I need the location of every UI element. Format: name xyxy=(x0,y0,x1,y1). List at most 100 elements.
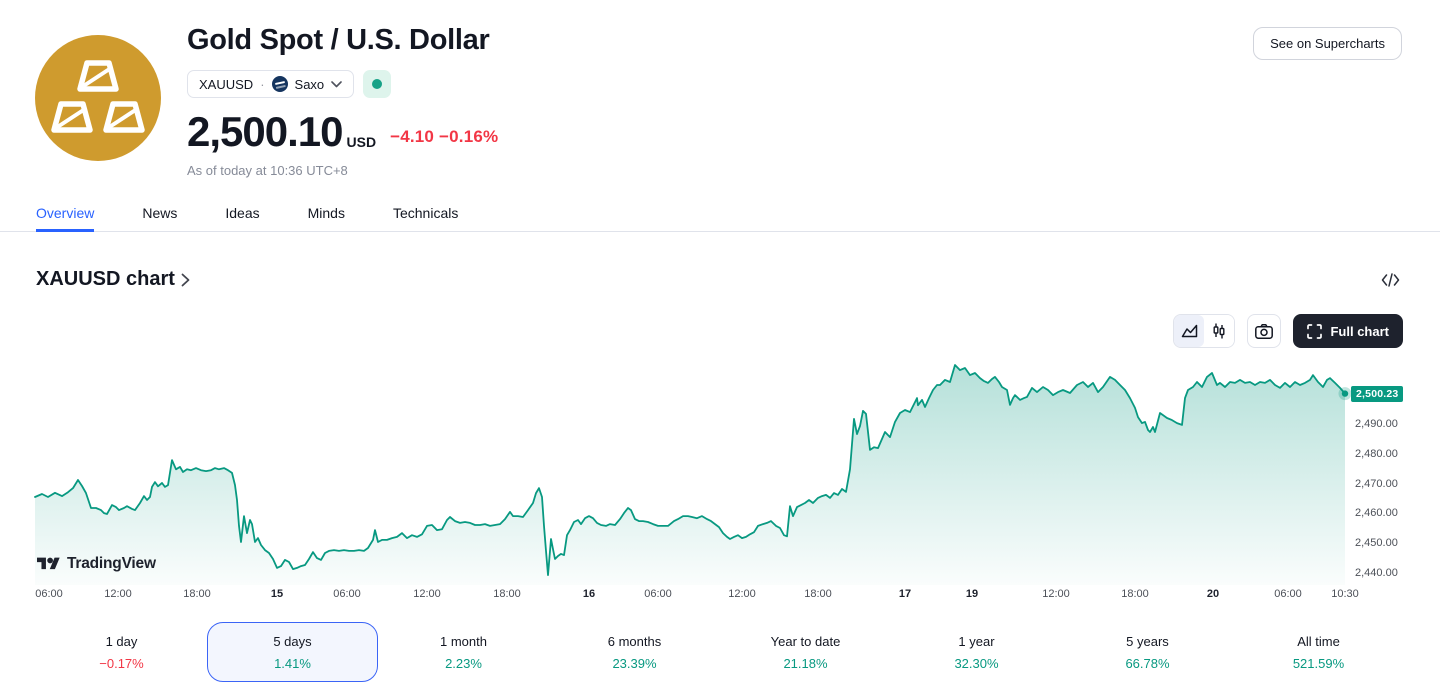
x-axis-label: 06:00 xyxy=(644,588,672,600)
camera-icon xyxy=(1255,323,1274,339)
range-change-percent: 21.18% xyxy=(783,655,828,671)
tab-technicals[interactable]: Technicals xyxy=(392,205,459,221)
embed-code-button[interactable] xyxy=(1379,271,1402,289)
area-fill xyxy=(35,365,1345,585)
exchange-label: Saxo xyxy=(294,76,325,92)
change-percent: −0.16% xyxy=(439,127,499,146)
x-axis-label: 18:00 xyxy=(1121,588,1149,600)
x-axis-label: 19 xyxy=(965,588,979,600)
currency-label: USD xyxy=(346,134,377,150)
symbol-label: XAUUSD xyxy=(199,76,254,92)
x-axis-label: 15 xyxy=(270,588,284,600)
full-chart-label: Full chart xyxy=(1330,323,1389,339)
x-axis-label: 12:00 xyxy=(728,588,756,600)
full-chart-button[interactable]: Full chart xyxy=(1293,314,1403,348)
last-price: 2,500.10 xyxy=(187,108,343,155)
range-label: 5 years xyxy=(1126,633,1169,649)
range-change-percent: 32.30% xyxy=(954,655,999,671)
snapshot-button[interactable] xyxy=(1247,314,1282,348)
x-axis-label: 10:30 xyxy=(1331,588,1359,600)
range-button-year-to-date[interactable]: Year to date 21.18% xyxy=(720,622,891,682)
y-axis-label: 2,480.00 xyxy=(1355,448,1398,460)
gold-bars-icon xyxy=(35,35,161,161)
x-axis-label: 06:00 xyxy=(333,588,361,600)
range-button-1-year[interactable]: 1 year 32.30% xyxy=(891,622,1062,682)
price-line xyxy=(34,364,1346,576)
price-chart[interactable]: 2,490.00 2,480.00 2,470.00 2,460.00 2,450.00… xyxy=(0,355,1440,605)
range-label: 1 year xyxy=(958,633,995,649)
tradingview-attribution-label: TradingView xyxy=(67,555,156,572)
y-axis-label: 2,450.00 xyxy=(1355,537,1398,549)
range-button-6-months[interactable]: 6 months 23.39% xyxy=(549,622,720,682)
y-axis-label: 2,460.00 xyxy=(1355,507,1398,519)
tab-news[interactable]: News xyxy=(142,205,178,221)
tab-ideas[interactable]: Ideas xyxy=(225,205,260,221)
range-label: All time xyxy=(1297,633,1340,649)
tradingview-attribution[interactable]: TradingView xyxy=(37,555,156,573)
range-label: 6 months xyxy=(607,633,662,649)
x-axis-label: 18:00 xyxy=(804,588,832,600)
range-button-1-month[interactable]: 1 month 2.23% xyxy=(378,622,549,682)
price-change: −4.10 −0.16% xyxy=(390,127,498,147)
chart-section-head: XAUUSD chart xyxy=(36,268,1402,291)
range-selector: 1 day −0.17% 5 days 1.41% 1 month 2.23% 6 mont… xyxy=(36,622,1404,682)
tab-overview[interactable]: Overview xyxy=(36,197,95,232)
chevron-down-icon xyxy=(331,80,342,87)
chart-section-title: XAUUSD chart xyxy=(36,268,175,290)
chart-toolbar: Full chart xyxy=(1173,314,1403,348)
range-label: 5 days xyxy=(273,633,312,649)
chart-section-link[interactable]: XAUUSD chart xyxy=(36,268,190,291)
range-change-percent: 23.39% xyxy=(612,655,657,671)
change-absolute: −4.10 xyxy=(390,127,435,146)
x-axis-label: 06:00 xyxy=(1274,588,1302,600)
tab-minds[interactable]: Minds xyxy=(307,205,345,221)
area-chart-icon xyxy=(1181,324,1198,338)
candles-icon xyxy=(1213,323,1225,339)
y-axis-label: 2,490.00 xyxy=(1355,418,1398,430)
range-change-percent: 521.59% xyxy=(1292,655,1345,671)
tradingview-logo-icon xyxy=(37,557,60,570)
chevron-right-icon xyxy=(181,273,190,286)
x-axis-label: 20 xyxy=(1206,588,1220,600)
range-button-all-time[interactable]: All time 521.59% xyxy=(1233,622,1404,682)
area-chart-toggle[interactable] xyxy=(1174,315,1205,347)
x-axis-label: 16 xyxy=(582,588,596,600)
range-label: Year to date xyxy=(770,633,841,649)
x-axis-label: 12:00 xyxy=(104,588,132,600)
range-change-percent: 66.78% xyxy=(1125,655,1170,671)
x-axis-label: 12:00 xyxy=(1042,588,1070,600)
symbol-selector[interactable]: XAUUSD · Saxo xyxy=(187,70,355,98)
code-icon xyxy=(1381,272,1400,287)
exchange-logo-icon xyxy=(271,76,288,92)
gold-symbol-logo xyxy=(35,35,161,161)
market-status-badge xyxy=(363,70,392,98)
range-label: 1 day xyxy=(105,633,138,649)
range-change-percent: 2.23% xyxy=(445,655,482,671)
tab-bar: Overview News Ideas Minds Technicals xyxy=(0,197,1440,232)
range-button-5-years[interactable]: 5 years 66.78% xyxy=(1062,622,1233,682)
candles-chart-toggle[interactable] xyxy=(1204,315,1235,347)
symbol-separator: · xyxy=(260,76,265,92)
range-label: 1 month xyxy=(440,633,487,649)
see-on-supercharts-button[interactable]: See on Supercharts xyxy=(1253,27,1402,60)
fullscreen-icon xyxy=(1307,323,1323,339)
x-axis-label: 12:00 xyxy=(413,588,441,600)
range-change-percent: 1.41% xyxy=(274,655,311,671)
y-axis-label: 2,470.00 xyxy=(1355,478,1398,490)
page-title: Gold Spot / U.S. Dollar xyxy=(187,24,490,56)
title-block: Gold Spot / U.S. Dollar XAUUSD · Saxo 2,… xyxy=(187,24,498,178)
x-axis-label: 17 xyxy=(898,588,912,600)
last-point-marker xyxy=(1341,390,1349,397)
x-axis-label: 18:00 xyxy=(493,588,521,600)
x-axis-label: 18:00 xyxy=(183,588,211,600)
x-axis-label: 06:00 xyxy=(35,588,63,600)
as-of-timestamp: As of today at 10:36 UTC+8 xyxy=(187,163,348,178)
last-price-tag: 2,500.23 xyxy=(1351,386,1404,402)
chart-type-toggle xyxy=(1173,314,1236,348)
market-open-dot-icon xyxy=(372,79,383,89)
y-axis-label: 2,440.00 xyxy=(1355,567,1398,579)
chart-canvas xyxy=(34,364,1352,585)
range-button-5-days[interactable]: 5 days 1.41% xyxy=(207,622,378,682)
range-button-1-day[interactable]: 1 day −0.17% xyxy=(36,622,207,682)
